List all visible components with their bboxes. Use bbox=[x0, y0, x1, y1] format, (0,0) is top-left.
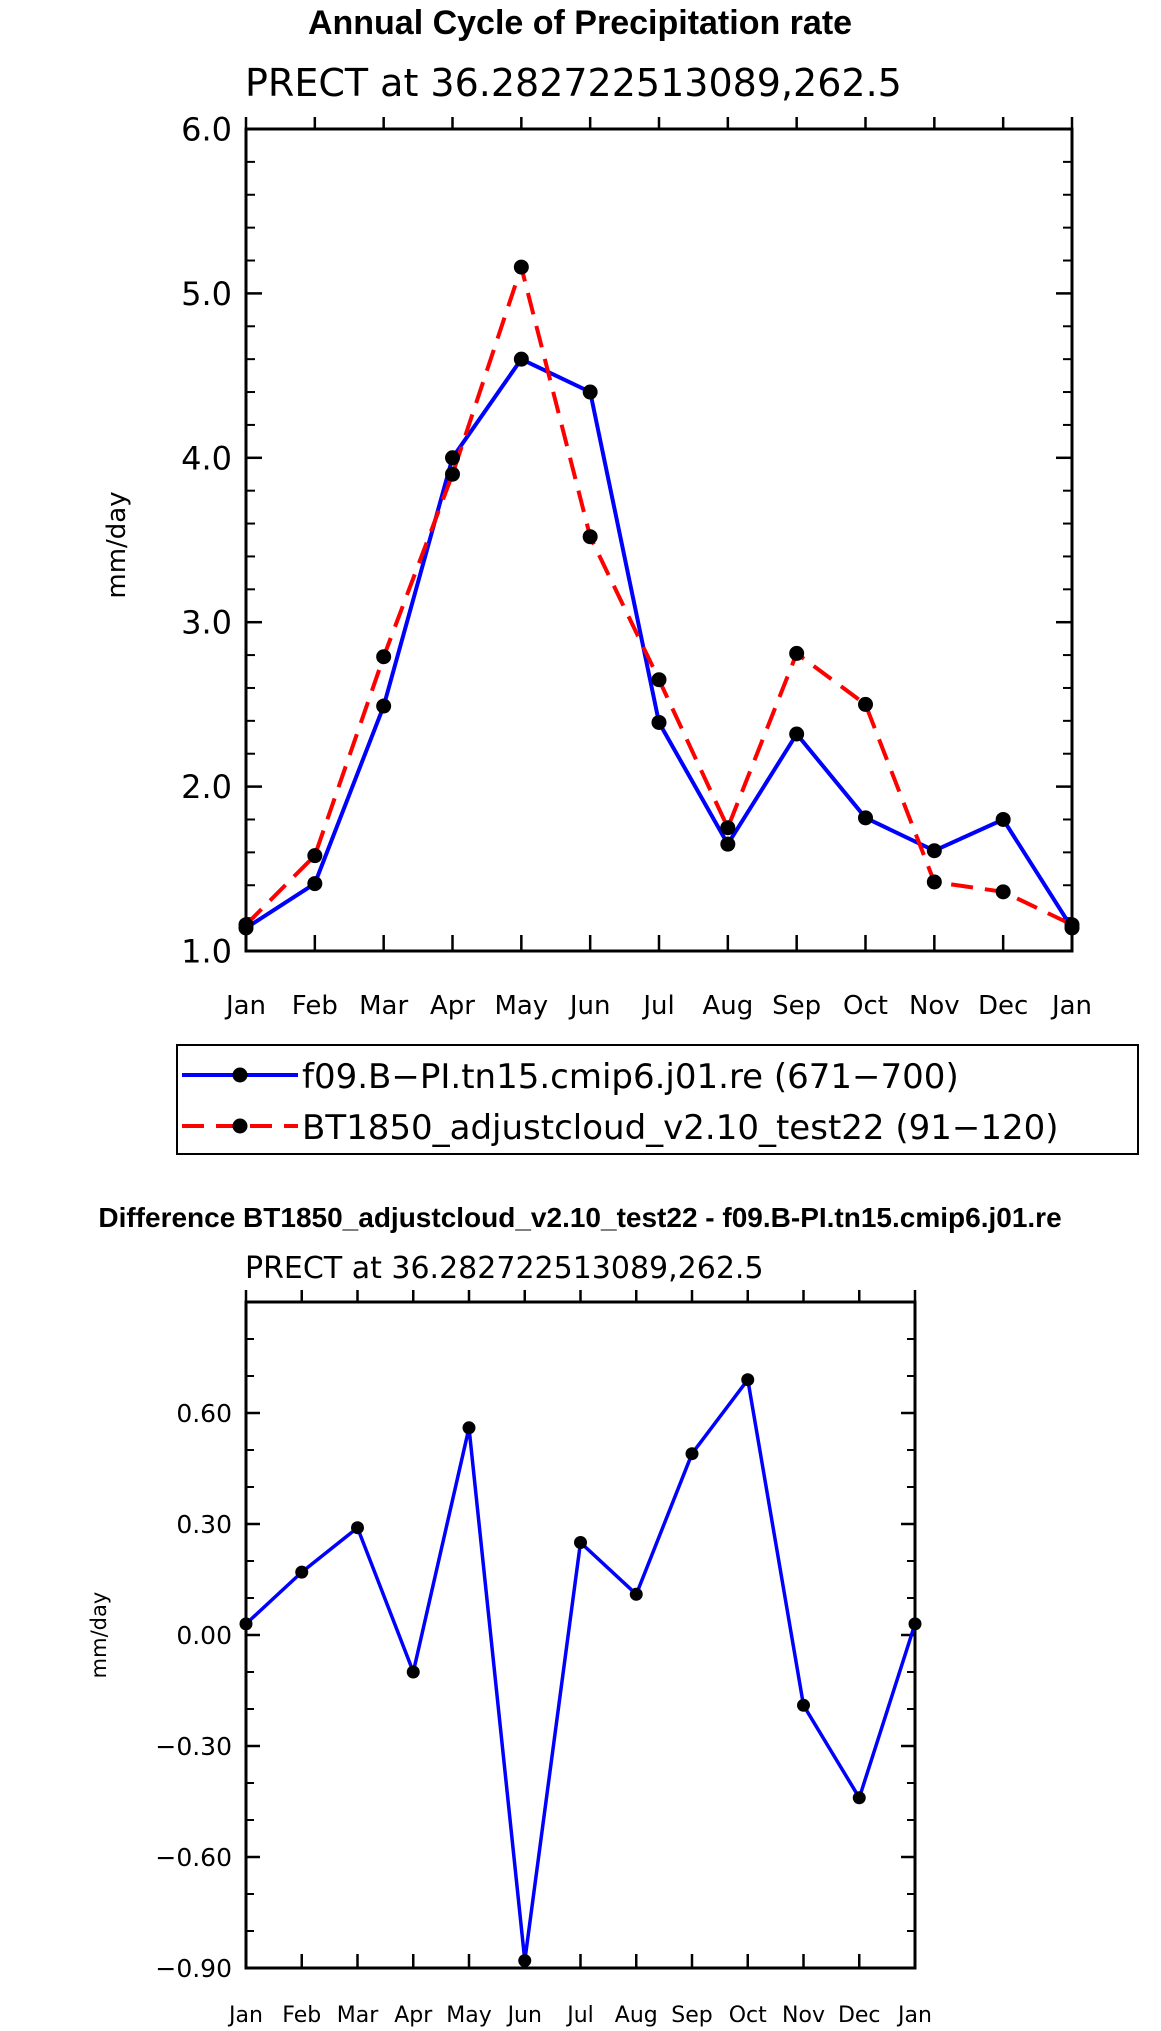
chart1-series-1-point bbox=[789, 726, 805, 742]
chart2-subtitle: PRECT at 36.282722513089,262.5 bbox=[245, 1251, 764, 1286]
chart1-series-1-point bbox=[582, 384, 598, 400]
chart2-x-tick-label: Jul bbox=[565, 2003, 594, 2028]
chart1-x-tick-label: Oct bbox=[843, 991, 888, 1021]
chart2-y-tick-label: −0.30 bbox=[155, 1732, 232, 1761]
chart1-series-2-point bbox=[858, 696, 873, 712]
chart2-series-1-point bbox=[295, 1565, 309, 1579]
chart1-x-tick-label: Mar bbox=[359, 991, 408, 1021]
chart1-x-tick-label: Dec bbox=[978, 991, 1028, 1021]
chart1-series-1-point bbox=[307, 876, 323, 892]
chart1-x-tick-label: Jan bbox=[224, 991, 266, 1021]
annual-cycle-chart: Annual Cycle of Precipitation rate PRECT… bbox=[102, 4, 1092, 1021]
legend-marker-series-2 bbox=[232, 1118, 248, 1134]
chart1-x-tick-label: Jul bbox=[641, 991, 674, 1021]
chart1-series-2-point bbox=[513, 259, 529, 275]
chart1-x-tick-label: Aug bbox=[702, 991, 753, 1021]
chart1-series-2-point bbox=[445, 466, 460, 482]
chart1-series-2-point bbox=[582, 529, 598, 545]
chart2-x-tick-label: Nov bbox=[782, 2003, 825, 2028]
chart2-x-tick-label: Oct bbox=[729, 2003, 767, 2028]
chart1-series-2-point bbox=[926, 874, 942, 890]
chart1-series-1-point bbox=[926, 843, 942, 859]
chart1-y-tick-label: 6.0 bbox=[181, 111, 232, 149]
chart1-series-1-point bbox=[376, 698, 392, 714]
chart2-series-1-point bbox=[518, 1954, 532, 1968]
chart1-series-1-point bbox=[651, 714, 667, 730]
chart2-x-tick-label: Aug bbox=[615, 2003, 658, 2028]
chart1-series-2-point bbox=[651, 672, 667, 688]
chart1-x-tick-label: Nov bbox=[909, 991, 960, 1021]
chart2-y-tick-label: 0.30 bbox=[176, 1510, 232, 1539]
legend-box bbox=[176, 1044, 1139, 1155]
chart1-series-2-point bbox=[1064, 917, 1080, 933]
chart2-markers bbox=[239, 1373, 922, 1968]
chart2-x-tick-label: Jun bbox=[506, 2003, 542, 2028]
legend-label-series-2: BT1850_adjustcloud_v2.10_test22 (91−120) bbox=[302, 1108, 1059, 1148]
chart1-legend: f09.B−PI.tn15.cmip6.j01.re (671−700) BT1… bbox=[176, 1044, 1139, 1155]
chart2-title: Difference BT1850_adjustcloud_v2.10_test… bbox=[98, 1202, 1061, 1233]
chart1-x-tick-label: Apr bbox=[430, 991, 475, 1021]
chart2-series-1-point bbox=[797, 1698, 810, 1712]
chart2-x-tick-label: Jan bbox=[227, 2003, 263, 2028]
difference-chart: Difference BT1850_adjustcloud_v2.10_test… bbox=[87, 1202, 1062, 2028]
chart2-x-tick-label: May bbox=[446, 2003, 491, 2028]
chart2-y-tick-label: 0.60 bbox=[176, 1399, 232, 1428]
chart2-x-tick-label: Sep bbox=[671, 2003, 712, 2028]
chart2-x-tick-label: Jan bbox=[896, 2003, 932, 2028]
chart1-markers bbox=[238, 259, 1080, 936]
legend-marker-series-1 bbox=[232, 1067, 248, 1083]
chart2-y-axis-label: mm/day bbox=[87, 1592, 111, 1679]
chart2-x-tick-label: Dec bbox=[838, 2003, 881, 2028]
chart2-series-1-point bbox=[239, 1617, 253, 1631]
chart1-y-axis-label: mm/day bbox=[102, 491, 132, 598]
chart1-series-1-point bbox=[858, 810, 873, 826]
chart2-series-1-point bbox=[629, 1587, 643, 1601]
chart2-x-tick-label: Apr bbox=[394, 2003, 433, 2028]
chart1-x-tick-label: Jun bbox=[568, 991, 611, 1021]
chart2-series-1-point bbox=[908, 1617, 922, 1631]
chart1-y-tick-label: 3.0 bbox=[181, 604, 232, 642]
chart1-subtitle: PRECT at 36.282722513089,262.5 bbox=[245, 61, 902, 105]
chart1-x-tick-label: Jan bbox=[1050, 991, 1092, 1021]
chart1-series-2-point bbox=[995, 884, 1011, 900]
chart2-y-tick-label: −0.60 bbox=[155, 1843, 232, 1872]
chart1-series-2-point bbox=[789, 645, 805, 661]
chart1-series-2-point bbox=[307, 848, 323, 864]
chart1-x-tick-label: May bbox=[494, 991, 548, 1021]
chart2-x-tick-label: Mar bbox=[337, 2003, 379, 2028]
chart2-ticks: Jan Feb Mar Apr May Jun Jul Aug Sep Oct Nov Dec Jan −… bbox=[155, 1290, 932, 2028]
chart1-ticks: Jan Feb Mar Apr May Jun Jul Aug Sep Oct Nov Dec Jan 1… bbox=[181, 111, 1092, 1021]
chart2-y-tick-label: 0.00 bbox=[176, 1621, 232, 1650]
chart1-series-1-point bbox=[445, 450, 460, 466]
chart1-y-tick-label: 4.0 bbox=[181, 439, 232, 477]
chart2-y-tick-label: −0.90 bbox=[155, 1954, 232, 1983]
chart1-x-tick-label: Feb bbox=[292, 991, 338, 1021]
chart2-series-1-point bbox=[574, 1536, 587, 1549]
chart1-series-2-point bbox=[720, 820, 736, 836]
chart1-series-1-point bbox=[720, 836, 736, 852]
chart1-series-1-point bbox=[995, 811, 1011, 827]
chart2-x-tick-label: Feb bbox=[282, 2003, 321, 2028]
chart1-series-2-point bbox=[376, 649, 392, 665]
chart1-y-tick-label: 5.0 bbox=[181, 275, 232, 313]
chart1-title: Annual Cycle of Precipitation rate bbox=[308, 4, 852, 42]
chart1-series-1-point bbox=[513, 351, 529, 367]
chart1-series-2-point bbox=[238, 917, 254, 933]
legend-label-series-1: f09.B−PI.tn15.cmip6.j01.re (671−700) bbox=[302, 1057, 959, 1097]
chart1-y-tick-label: 2.0 bbox=[181, 768, 232, 806]
chart2-series-1-point bbox=[852, 1791, 866, 1805]
chart2-series-1-point bbox=[685, 1447, 699, 1461]
chart2-series-1-point bbox=[741, 1373, 755, 1387]
chart2-series-1-point bbox=[406, 1665, 420, 1679]
chart2-series-1-point bbox=[351, 1521, 364, 1535]
chart2-series-1-point bbox=[462, 1421, 476, 1435]
chart1-y-tick-label: 1.0 bbox=[181, 933, 232, 971]
chart1-x-tick-label: Sep bbox=[772, 991, 821, 1021]
